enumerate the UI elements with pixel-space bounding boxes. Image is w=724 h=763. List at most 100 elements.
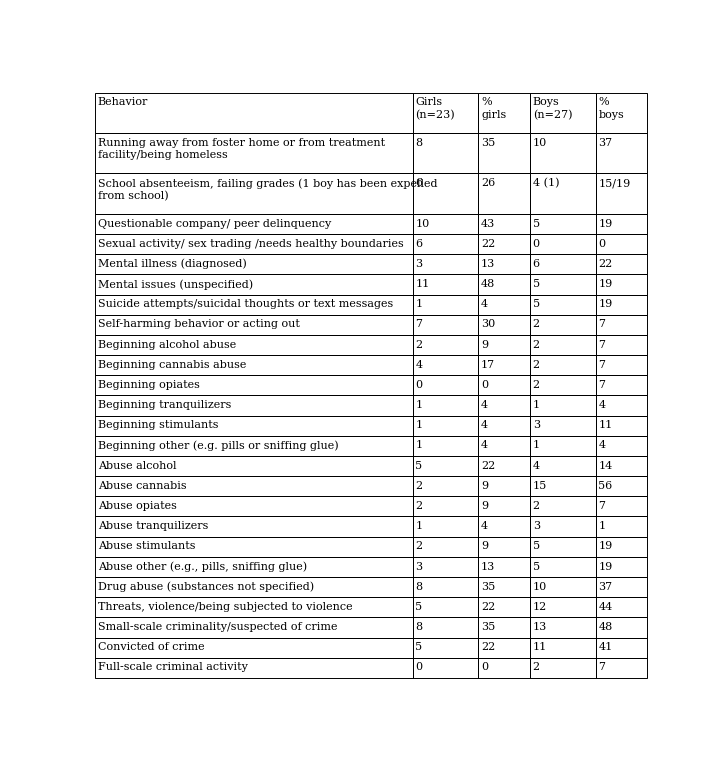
Text: 5: 5 (533, 279, 540, 289)
Text: 7: 7 (599, 340, 605, 349)
Bar (95, 577, 413, 597)
Text: 1: 1 (533, 400, 540, 410)
Bar (413, 395, 479, 416)
Text: 43: 43 (481, 218, 495, 228)
Bar (530, 658, 596, 678)
Text: 4: 4 (481, 440, 488, 450)
Bar (479, 355, 530, 375)
Text: 3: 3 (416, 562, 423, 571)
Text: 2: 2 (533, 380, 540, 390)
Text: 35: 35 (481, 581, 495, 591)
Text: Running away from foster home or from treatment
facility/being homeless: Running away from foster home or from tr… (98, 138, 385, 160)
Bar (95, 355, 413, 375)
Bar (479, 617, 530, 638)
Text: 5: 5 (533, 562, 540, 571)
Text: 10: 10 (533, 138, 547, 148)
Text: 5: 5 (533, 299, 540, 309)
Bar (479, 658, 530, 678)
Text: Abuse other (e.g., pills, sniffing glue): Abuse other (e.g., pills, sniffing glue) (98, 562, 307, 572)
Bar (413, 335, 479, 355)
Bar (596, 133, 647, 173)
Text: Questionable company/ peer delinquency: Questionable company/ peer delinquency (98, 218, 331, 228)
Bar (479, 436, 530, 456)
Bar (530, 214, 596, 234)
Bar (596, 517, 647, 536)
Bar (596, 234, 647, 254)
Bar (95, 375, 413, 395)
Text: Convicted of crime: Convicted of crime (98, 642, 204, 652)
Text: Abuse opiates: Abuse opiates (98, 501, 177, 511)
Text: 8: 8 (416, 581, 423, 591)
Bar (530, 536, 596, 557)
Bar (413, 496, 479, 517)
Text: 5: 5 (533, 218, 540, 228)
Bar (530, 476, 596, 496)
Text: Beginning cannabis abuse: Beginning cannabis abuse (98, 359, 246, 370)
Bar (95, 436, 413, 456)
Bar (479, 173, 530, 214)
Text: Beginning alcohol abuse: Beginning alcohol abuse (98, 340, 236, 349)
Text: Mental illness (diagnosed): Mental illness (diagnosed) (98, 259, 247, 269)
Text: 3: 3 (533, 521, 540, 531)
Text: 6: 6 (416, 239, 423, 249)
Bar (596, 214, 647, 234)
Text: 1: 1 (416, 521, 423, 531)
Text: 1: 1 (533, 440, 540, 450)
Text: Girls
(n=23): Girls (n=23) (416, 98, 455, 121)
Text: %
boys: % boys (599, 98, 624, 120)
Text: 3: 3 (533, 420, 540, 430)
Bar (413, 214, 479, 234)
Text: 4: 4 (599, 440, 605, 450)
Bar (95, 617, 413, 638)
Bar (479, 496, 530, 517)
Bar (530, 617, 596, 638)
Bar (95, 173, 413, 214)
Text: 48: 48 (481, 279, 495, 289)
Bar (479, 456, 530, 476)
Text: Abuse alcohol: Abuse alcohol (98, 461, 177, 471)
Text: 13: 13 (481, 562, 495, 571)
Text: 4: 4 (599, 400, 605, 410)
Bar (530, 375, 596, 395)
Text: Self-harming behavior or acting out: Self-harming behavior or acting out (98, 320, 300, 330)
Bar (413, 234, 479, 254)
Bar (596, 456, 647, 476)
Bar (479, 254, 530, 275)
Text: Behavior: Behavior (98, 98, 148, 108)
Bar (413, 254, 479, 275)
Text: 11: 11 (533, 642, 547, 652)
Bar (413, 456, 479, 476)
Text: 0: 0 (416, 662, 423, 672)
Bar (413, 517, 479, 536)
Bar (95, 275, 413, 295)
Bar (95, 133, 413, 173)
Text: 7: 7 (599, 662, 605, 672)
Bar (596, 335, 647, 355)
Text: 41: 41 (599, 642, 613, 652)
Text: 9: 9 (481, 542, 488, 552)
Bar (479, 638, 530, 658)
Bar (95, 658, 413, 678)
Text: 35: 35 (481, 138, 495, 148)
Text: 1: 1 (416, 400, 423, 410)
Bar (413, 658, 479, 678)
Bar (413, 476, 479, 496)
Bar (95, 254, 413, 275)
Text: 2: 2 (416, 481, 423, 491)
Text: 12: 12 (533, 602, 547, 612)
Bar (530, 638, 596, 658)
Bar (413, 638, 479, 658)
Bar (596, 355, 647, 375)
Bar (596, 275, 647, 295)
Bar (596, 436, 647, 456)
Bar (95, 295, 413, 314)
Bar (596, 496, 647, 517)
Bar (596, 416, 647, 436)
Bar (413, 275, 479, 295)
Text: 5: 5 (416, 602, 423, 612)
Text: 7: 7 (599, 320, 605, 330)
Text: 4: 4 (481, 400, 488, 410)
Bar (596, 295, 647, 314)
Text: 10: 10 (416, 218, 429, 228)
Bar (530, 133, 596, 173)
